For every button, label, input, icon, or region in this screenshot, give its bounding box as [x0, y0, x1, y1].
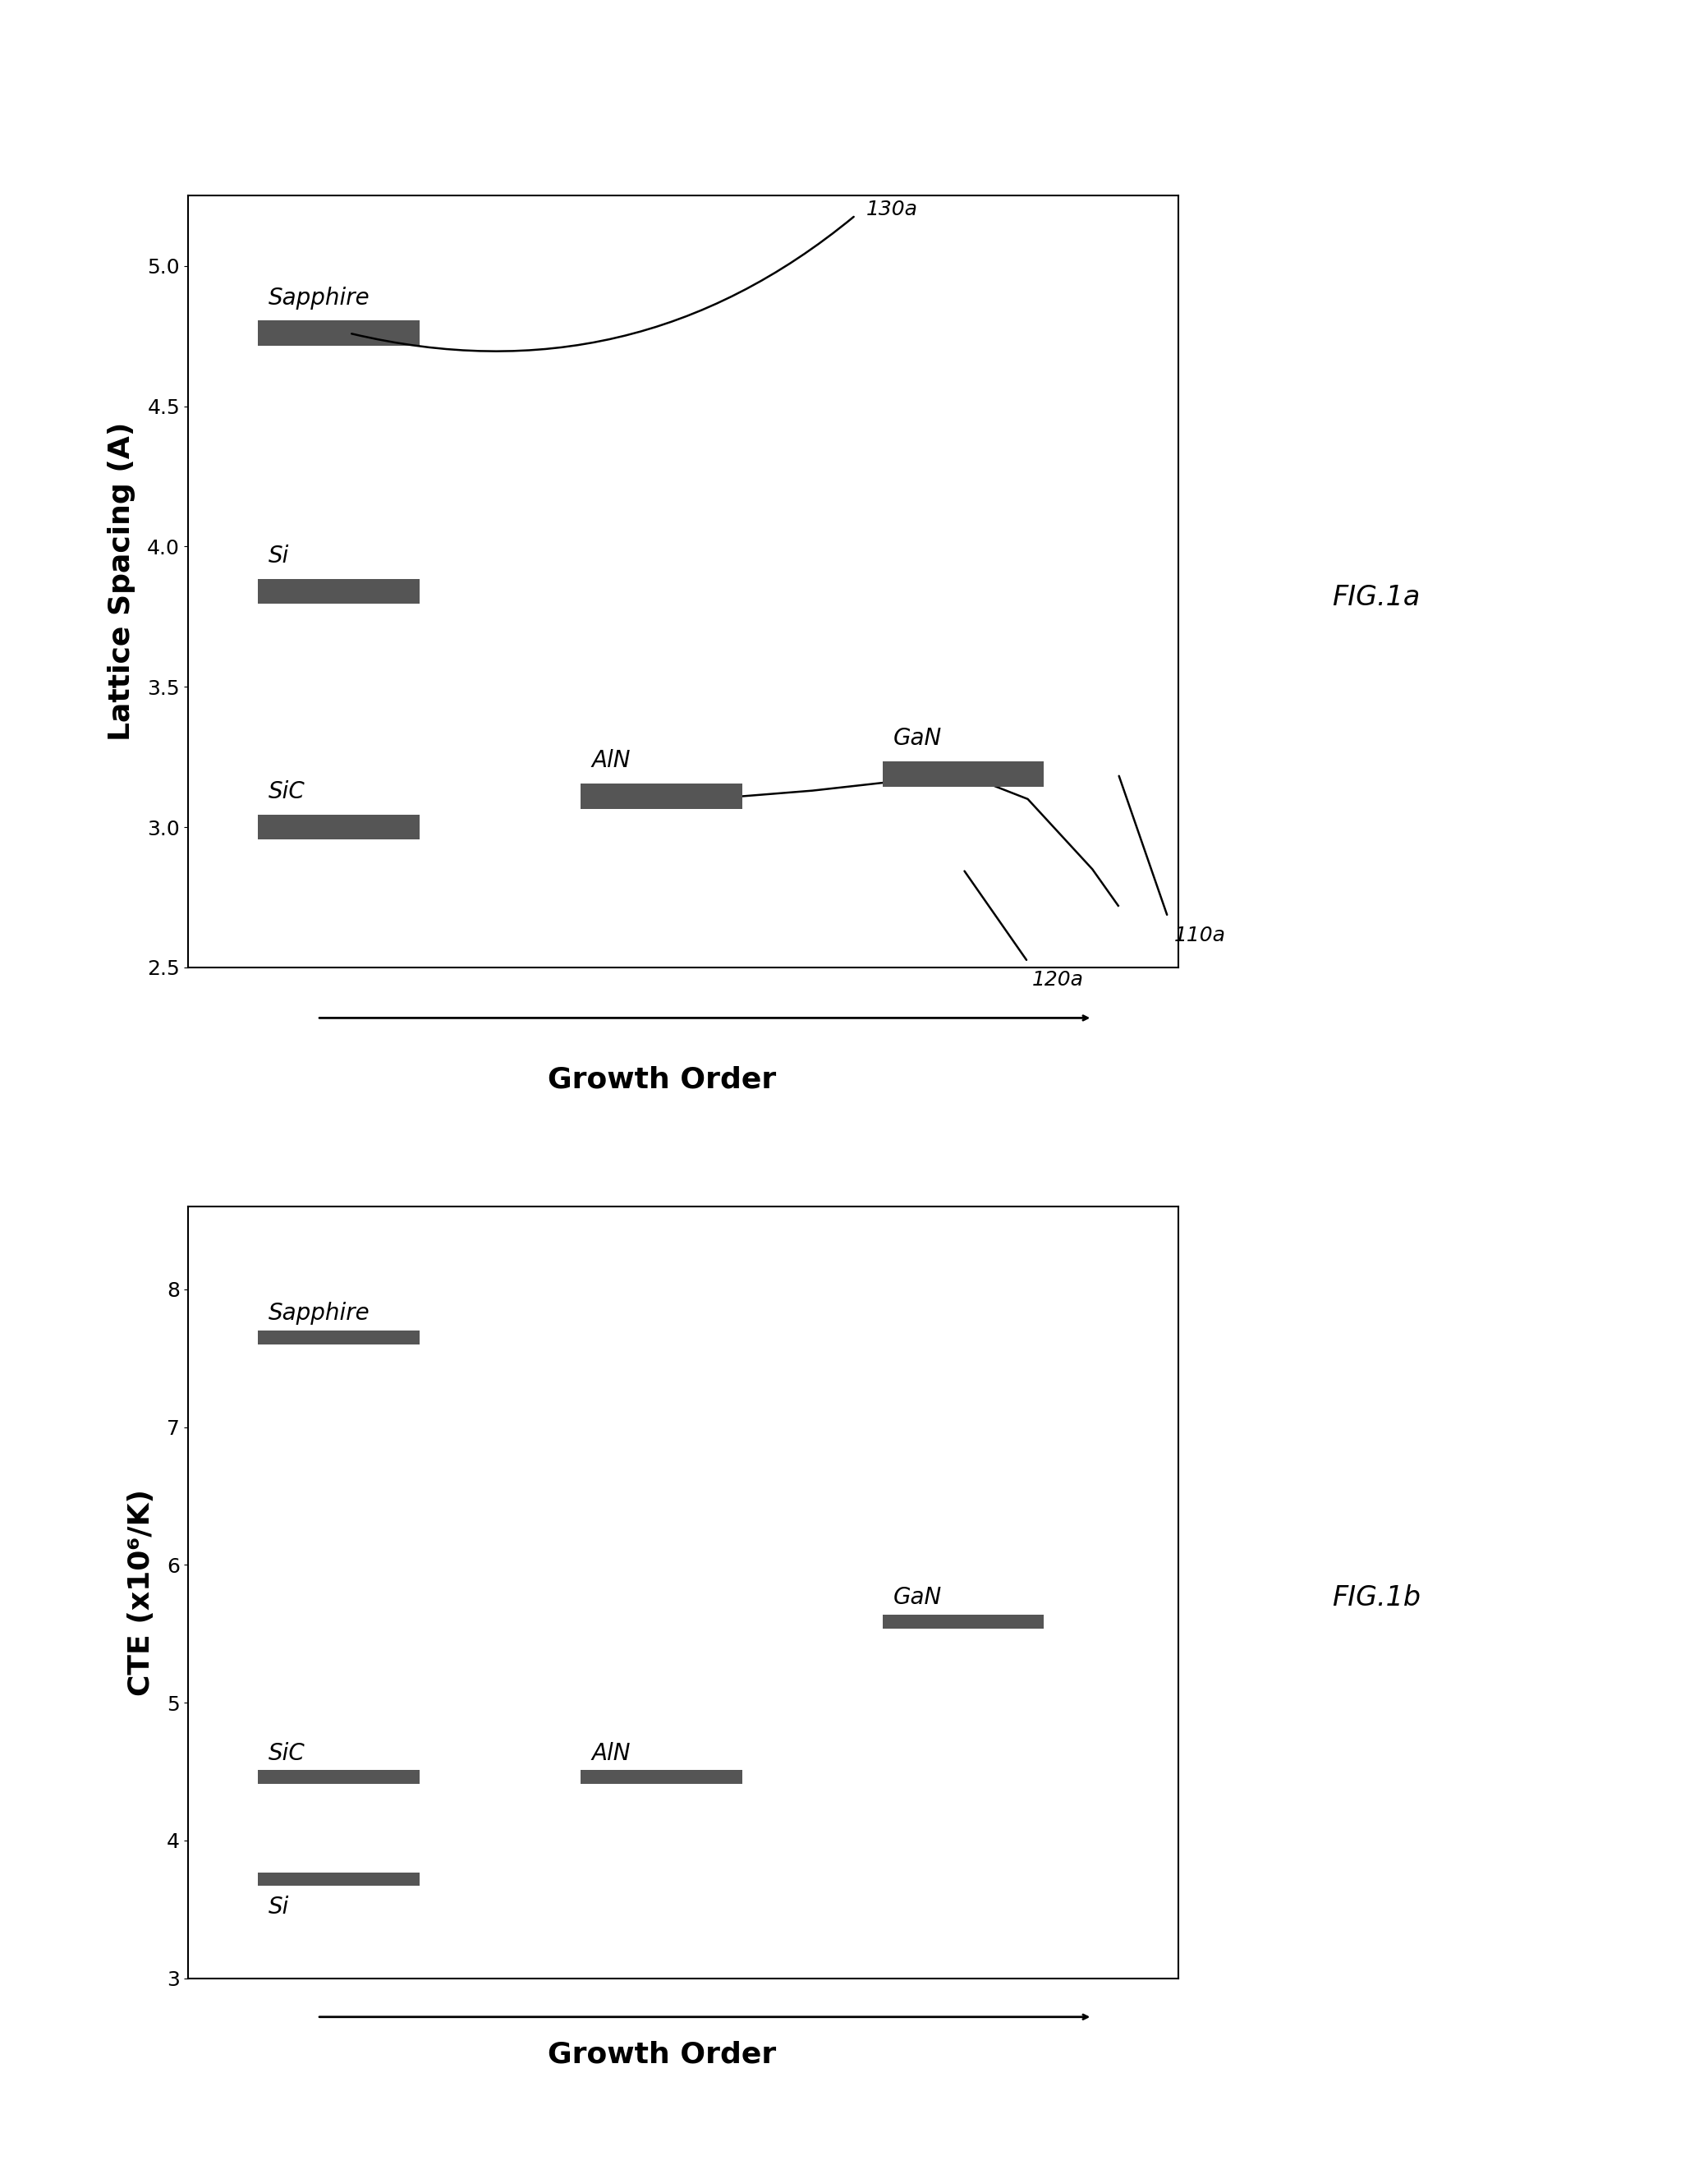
Text: Sapphire: Sapphire — [268, 287, 371, 309]
FancyBboxPatch shape — [581, 783, 743, 809]
FancyBboxPatch shape — [258, 1330, 420, 1344]
Text: AlN: AlN — [591, 750, 630, 772]
Text: SiC: SiC — [268, 780, 306, 802]
Text: Si: Si — [268, 544, 289, 567]
Text: GaN: GaN — [893, 726, 941, 750]
FancyBboxPatch shape — [258, 578, 420, 604]
Text: SiC: SiC — [268, 1741, 306, 1765]
FancyBboxPatch shape — [258, 815, 420, 839]
Text: AlN: AlN — [591, 1741, 630, 1765]
Text: GaN: GaN — [893, 1587, 941, 1609]
FancyBboxPatch shape — [883, 761, 1044, 787]
Text: Si: Si — [268, 1896, 289, 1920]
FancyBboxPatch shape — [258, 1872, 420, 1887]
Text: 120a: 120a — [1032, 970, 1085, 989]
Text: Growth Order: Growth Order — [548, 2041, 775, 2067]
FancyBboxPatch shape — [581, 1770, 743, 1785]
Y-axis label: CTE (x10⁶/K): CTE (x10⁶/K) — [128, 1489, 155, 1696]
Text: Sapphire: Sapphire — [268, 1302, 371, 1326]
Text: 110a: 110a — [1173, 926, 1226, 946]
Text: 130a: 130a — [866, 200, 917, 220]
FancyBboxPatch shape — [258, 1770, 420, 1785]
Y-axis label: Lattice Spacing (A): Lattice Spacing (A) — [108, 422, 135, 741]
Text: Growth Order: Growth Order — [548, 1065, 775, 1094]
FancyBboxPatch shape — [258, 320, 420, 346]
FancyBboxPatch shape — [883, 1615, 1044, 1628]
Text: FIG.1a: FIG.1a — [1332, 585, 1421, 611]
Text: FIG.1b: FIG.1b — [1332, 1585, 1421, 1611]
